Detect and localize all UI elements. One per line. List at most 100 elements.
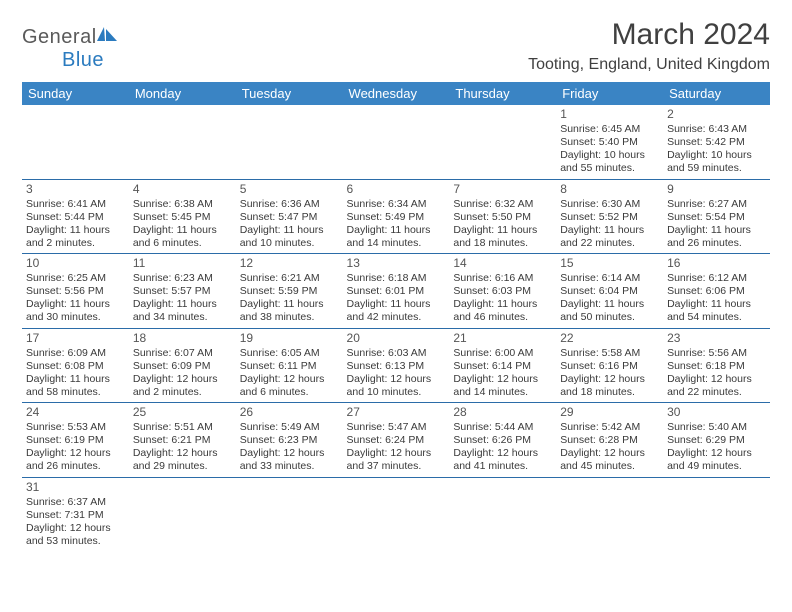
sunset-label: Sunset: bbox=[667, 211, 703, 223]
daylight-label: Daylight: bbox=[667, 149, 708, 161]
calendar-empty bbox=[129, 105, 236, 179]
sunrise-line: Sunrise: 6:27 AM bbox=[667, 198, 766, 211]
sunset-line: Sunset: 6:16 PM bbox=[560, 360, 659, 373]
sunrise-line: Sunrise: 6:25 AM bbox=[26, 272, 125, 285]
daylight-line: Daylight: 11 hours and 38 minutes. bbox=[240, 298, 339, 324]
sunset-value: 5:49 PM bbox=[385, 211, 424, 223]
day-number: 23 bbox=[667, 331, 766, 346]
sunset-line: Sunset: 6:06 PM bbox=[667, 285, 766, 298]
day-number: 25 bbox=[133, 405, 232, 420]
sunrise-label: Sunrise: bbox=[560, 198, 599, 210]
sunset-value: 6:03 PM bbox=[492, 285, 531, 297]
sunset-value: 6:18 PM bbox=[706, 360, 745, 372]
day-number: 30 bbox=[667, 405, 766, 420]
sunset-label: Sunset: bbox=[453, 360, 489, 372]
sunset-value: 5:40 PM bbox=[599, 136, 638, 148]
sunrise-label: Sunrise: bbox=[453, 198, 492, 210]
sunrise-value: 6:23 AM bbox=[174, 272, 213, 284]
day-number: 6 bbox=[347, 182, 446, 197]
day-header: Tuesday bbox=[236, 82, 343, 105]
sunset-label: Sunset: bbox=[26, 434, 62, 446]
calendar-empty bbox=[663, 477, 770, 551]
daylight-line: Daylight: 11 hours and 2 minutes. bbox=[26, 224, 125, 250]
sunrise-value: 5:51 AM bbox=[174, 421, 213, 433]
day-number: 20 bbox=[347, 331, 446, 346]
header: GeneralBlue March 2024 Tooting, England,… bbox=[22, 18, 770, 74]
location: Tooting, England, United Kingdom bbox=[528, 56, 770, 74]
sunrise-line: Sunrise: 6:36 AM bbox=[240, 198, 339, 211]
sunrise-label: Sunrise: bbox=[667, 198, 706, 210]
calendar-week: 24Sunrise: 5:53 AMSunset: 6:19 PMDayligh… bbox=[22, 403, 770, 478]
sunset-line: Sunset: 5:54 PM bbox=[667, 211, 766, 224]
sunset-line: Sunset: 5:59 PM bbox=[240, 285, 339, 298]
sunrise-value: 6:18 AM bbox=[388, 272, 427, 284]
day-number: 7 bbox=[453, 182, 552, 197]
day-number: 15 bbox=[560, 256, 659, 271]
sunrise-label: Sunrise: bbox=[453, 421, 492, 433]
sunrise-label: Sunrise: bbox=[26, 421, 65, 433]
sunset-value: 5:47 PM bbox=[278, 211, 317, 223]
sunset-value: 6:14 PM bbox=[492, 360, 531, 372]
sunrise-line: Sunrise: 6:23 AM bbox=[133, 272, 232, 285]
calendar-day: 28Sunrise: 5:44 AMSunset: 6:26 PMDayligh… bbox=[449, 403, 556, 478]
sunset-line: Sunset: 5:57 PM bbox=[133, 285, 232, 298]
sunrise-value: 5:47 AM bbox=[388, 421, 427, 433]
calendar-header-row: SundayMondayTuesdayWednesdayThursdayFrid… bbox=[22, 82, 770, 105]
day-number: 8 bbox=[560, 182, 659, 197]
daylight-line: Daylight: 12 hours and 33 minutes. bbox=[240, 447, 339, 473]
daylight-line: Daylight: 12 hours and 14 minutes. bbox=[453, 373, 552, 399]
daylight-label: Daylight: bbox=[667, 447, 708, 459]
sunrise-value: 6:25 AM bbox=[67, 272, 106, 284]
sunset-line: Sunset: 6:28 PM bbox=[560, 434, 659, 447]
sunrise-label: Sunrise: bbox=[667, 272, 706, 284]
logo: GeneralBlue bbox=[22, 26, 119, 72]
calendar-day: 20Sunrise: 6:03 AMSunset: 6:13 PMDayligh… bbox=[343, 328, 450, 403]
daylight-label: Daylight: bbox=[453, 447, 494, 459]
day-number: 22 bbox=[560, 331, 659, 346]
sunset-label: Sunset: bbox=[560, 360, 596, 372]
calendar-day: 25Sunrise: 5:51 AMSunset: 6:21 PMDayligh… bbox=[129, 403, 236, 478]
sunrise-label: Sunrise: bbox=[133, 198, 172, 210]
sunrise-label: Sunrise: bbox=[133, 347, 172, 359]
calendar-day: 29Sunrise: 5:42 AMSunset: 6:28 PMDayligh… bbox=[556, 403, 663, 478]
daylight-label: Daylight: bbox=[26, 298, 67, 310]
sunrise-label: Sunrise: bbox=[240, 272, 279, 284]
sunrise-label: Sunrise: bbox=[133, 272, 172, 284]
sunrise-value: 6:32 AM bbox=[495, 198, 534, 210]
day-number: 3 bbox=[26, 182, 125, 197]
logo-text: GeneralBlue bbox=[22, 26, 119, 72]
sunset-value: 6:19 PM bbox=[65, 434, 104, 446]
daylight-line: Daylight: 11 hours and 34 minutes. bbox=[133, 298, 232, 324]
sunrise-line: Sunrise: 6:07 AM bbox=[133, 347, 232, 360]
calendar-day: 8Sunrise: 6:30 AMSunset: 5:52 PMDaylight… bbox=[556, 179, 663, 254]
day-number: 11 bbox=[133, 256, 232, 271]
title-block: March 2024 Tooting, England, United King… bbox=[528, 18, 770, 74]
sunrise-value: 5:56 AM bbox=[709, 347, 748, 359]
sunrise-label: Sunrise: bbox=[26, 496, 65, 508]
calendar-day: 30Sunrise: 5:40 AMSunset: 6:29 PMDayligh… bbox=[663, 403, 770, 478]
sunrise-line: Sunrise: 5:58 AM bbox=[560, 347, 659, 360]
daylight-label: Daylight: bbox=[347, 447, 388, 459]
sunset-line: Sunset: 6:24 PM bbox=[347, 434, 446, 447]
sunset-value: 6:04 PM bbox=[599, 285, 638, 297]
sunset-value: 5:44 PM bbox=[65, 211, 104, 223]
daylight-line: Daylight: 11 hours and 50 minutes. bbox=[560, 298, 659, 324]
day-number: 13 bbox=[347, 256, 446, 271]
sunrise-value: 6:34 AM bbox=[388, 198, 427, 210]
daylight-line: Daylight: 11 hours and 26 minutes. bbox=[667, 224, 766, 250]
calendar-empty bbox=[236, 105, 343, 179]
sunrise-label: Sunrise: bbox=[347, 347, 386, 359]
sunset-label: Sunset: bbox=[667, 136, 703, 148]
sunrise-label: Sunrise: bbox=[453, 347, 492, 359]
sunset-value: 6:08 PM bbox=[65, 360, 104, 372]
sunset-value: 5:54 PM bbox=[706, 211, 745, 223]
day-number: 14 bbox=[453, 256, 552, 271]
daylight-label: Daylight: bbox=[560, 149, 601, 161]
daylight-line: Daylight: 11 hours and 6 minutes. bbox=[133, 224, 232, 250]
daylight-line: Daylight: 11 hours and 46 minutes. bbox=[453, 298, 552, 324]
sunrise-line: Sunrise: 6:03 AM bbox=[347, 347, 446, 360]
sunset-value: 5:56 PM bbox=[65, 285, 104, 297]
calendar-day: 5Sunrise: 6:36 AMSunset: 5:47 PMDaylight… bbox=[236, 179, 343, 254]
calendar-day: 13Sunrise: 6:18 AMSunset: 6:01 PMDayligh… bbox=[343, 254, 450, 329]
day-number: 12 bbox=[240, 256, 339, 271]
